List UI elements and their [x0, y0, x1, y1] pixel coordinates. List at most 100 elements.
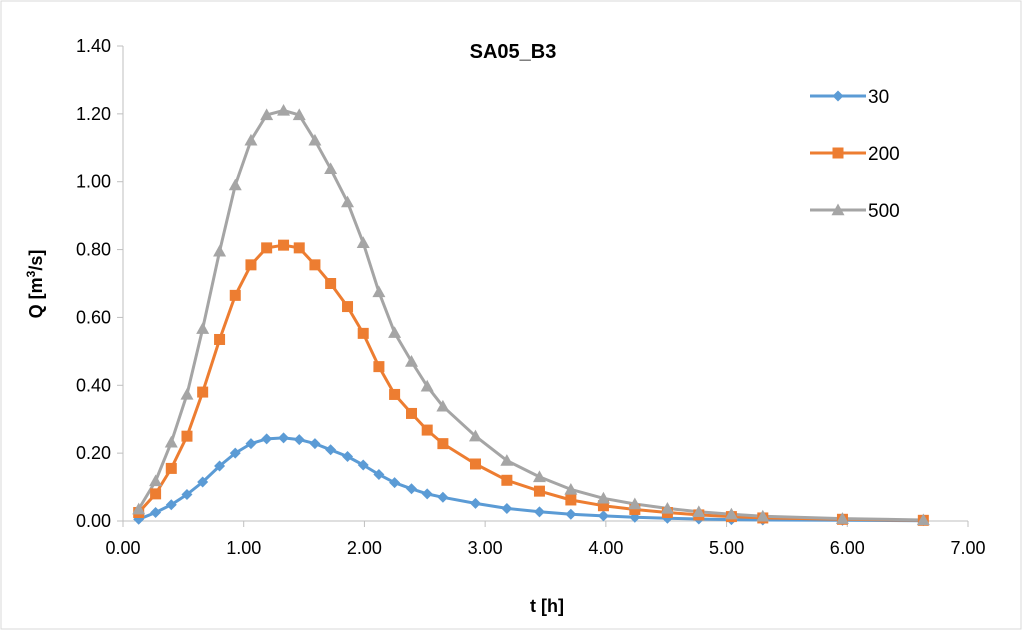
data-point-500	[436, 399, 450, 412]
data-point-30	[533, 506, 545, 518]
legend-marker-30	[832, 90, 844, 102]
data-point-200	[342, 301, 354, 313]
data-point-200	[597, 500, 609, 512]
data-point-200	[197, 386, 209, 398]
data-point-500	[213, 244, 227, 257]
data-point-500	[420, 379, 434, 392]
x-tick-label: 3.00	[468, 538, 503, 558]
data-point-200	[293, 242, 305, 254]
y-tick-label: 0.60	[76, 307, 111, 327]
data-point-500	[196, 322, 210, 334]
data-point-30	[150, 507, 162, 519]
data-point-500	[835, 512, 849, 524]
y-axis-title-sup: 3	[24, 270, 38, 277]
data-point-30	[278, 432, 290, 444]
y-tick-label: 1.40	[76, 36, 111, 56]
y-tick-label: 0.80	[76, 240, 111, 260]
data-point-500	[341, 195, 355, 208]
data-point-30	[421, 488, 433, 500]
data-point-500	[660, 501, 674, 514]
data-point-500	[292, 108, 306, 121]
x-tick-label: 6.00	[830, 538, 865, 558]
data-point-200	[181, 430, 193, 442]
data-point-200	[501, 474, 513, 486]
legend-marker-500	[831, 203, 845, 216]
data-point-200	[533, 485, 545, 497]
data-point-200	[565, 494, 577, 506]
plot-area: 0.00 0.20 0.40 0.60 0.80 1.00 1.20 1.40 0.00 1.00…	[76, 36, 986, 558]
data-point-200	[373, 361, 385, 373]
data-point-500	[260, 108, 274, 121]
y-tick-label: 1.20	[76, 104, 111, 124]
x-tick-label: 4.00	[588, 538, 623, 558]
data-point-500	[149, 474, 163, 487]
data-point-30	[293, 434, 305, 446]
x-tick-label: 1.00	[226, 538, 261, 558]
data-point-500	[132, 502, 146, 515]
data-point-200	[437, 438, 449, 450]
data-point-30	[373, 469, 385, 481]
data-point-500	[228, 178, 242, 191]
legend-label-200: 200	[868, 144, 900, 165]
data-point-200	[469, 458, 481, 470]
data-point-30	[597, 510, 609, 522]
y-axis-title: Q [m3/s]	[24, 250, 46, 319]
legend-marker-200	[832, 147, 844, 159]
data-point-30	[229, 447, 241, 459]
y-tick-label: 0.00	[76, 511, 111, 531]
data-point-200	[389, 388, 401, 400]
y-axis-title-end: /s]	[26, 250, 46, 271]
data-point-30	[501, 502, 513, 514]
data-point-200	[278, 239, 290, 251]
data-point-30	[406, 483, 418, 495]
x-tick-label: 2.00	[347, 538, 382, 558]
y-axis-title-main: Q [m	[26, 277, 46, 318]
data-point-30	[181, 489, 193, 501]
data-point-500	[308, 133, 322, 146]
x-tick-label: 7.00	[950, 538, 985, 558]
data-point-30	[342, 451, 354, 463]
data-point-500	[916, 513, 930, 526]
data-point-200	[421, 424, 433, 436]
data-point-30	[309, 438, 321, 450]
data-point-500	[388, 326, 402, 338]
data-point-200	[245, 259, 257, 271]
chart-title: SA05_B3	[470, 41, 557, 63]
data-point-500	[532, 470, 546, 483]
data-point-500	[756, 509, 770, 522]
data-point-200	[629, 503, 641, 515]
data-point-30	[565, 508, 577, 520]
data-point-500	[628, 497, 642, 510]
data-point-30	[261, 433, 273, 445]
data-point-200	[325, 278, 337, 289]
y-tick-label: 0.40	[76, 375, 111, 395]
data-point-500	[500, 454, 514, 466]
data-point-500	[356, 236, 370, 248]
data-point-200	[165, 462, 177, 474]
data-point-500	[405, 355, 419, 367]
legend-label-30: 30	[868, 87, 889, 108]
data-point-200	[150, 488, 162, 500]
data-point-500	[372, 285, 386, 298]
y-tick-label: 0.20	[76, 443, 111, 463]
data-point-30	[357, 459, 369, 471]
data-point-500	[324, 162, 338, 175]
data-point-500	[244, 133, 258, 146]
data-point-500	[277, 103, 291, 116]
data-point-30	[437, 491, 449, 503]
data-point-500	[564, 482, 578, 495]
data-point-30	[197, 476, 209, 488]
data-point-500	[164, 435, 178, 448]
data-point-500	[468, 429, 482, 442]
data-point-200	[357, 327, 369, 339]
data-point-200	[214, 333, 226, 345]
data-point-200	[261, 242, 273, 254]
data-point-200	[229, 289, 241, 301]
x-tick-label: 0.00	[105, 538, 140, 558]
legend-label-500: 500	[868, 201, 900, 222]
data-point-30	[214, 460, 226, 472]
data-point-30	[469, 497, 481, 509]
x-axis-title: t [h]	[530, 596, 564, 616]
